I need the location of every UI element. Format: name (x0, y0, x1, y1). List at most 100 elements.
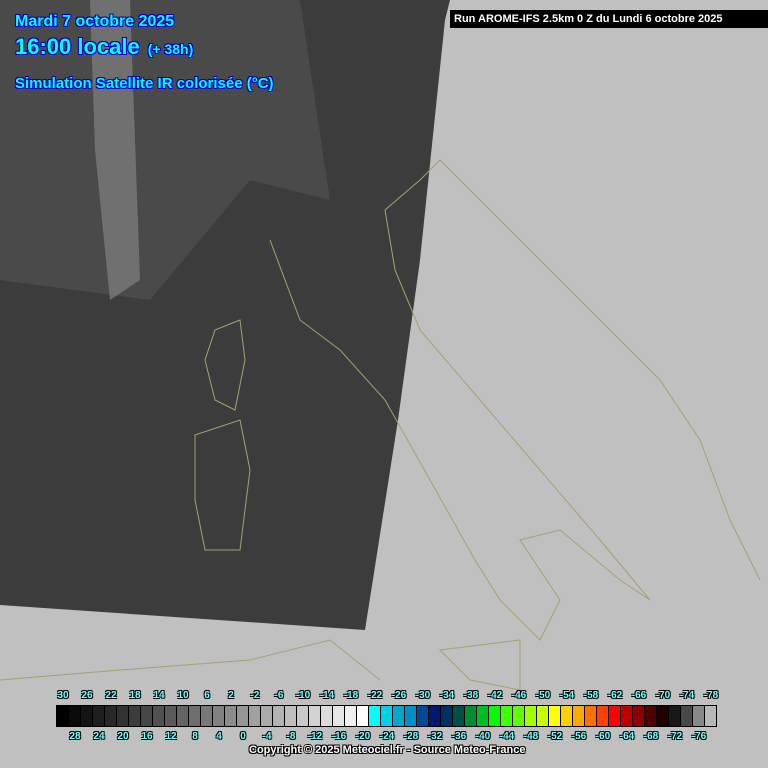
legend-swatch (561, 706, 573, 726)
legend-label-bottom: -48 (523, 731, 539, 742)
legend-swatch (441, 706, 453, 726)
legend-label-top: -54 (559, 690, 575, 701)
legend-swatch (321, 706, 333, 726)
legend-swatch (597, 706, 609, 726)
legend-swatch (105, 706, 117, 726)
legend-label-top: -6 (274, 690, 284, 701)
legend-swatch (153, 706, 165, 726)
legend-label-top: -50 (535, 690, 551, 701)
legend-swatch (537, 706, 549, 726)
legend-swatch (573, 706, 585, 726)
legend-label-top: -22 (367, 690, 383, 701)
legend-swatch (525, 706, 537, 726)
legend-swatch (609, 706, 621, 726)
africa-coast (0, 639, 381, 681)
legend-label-top: -66 (631, 690, 647, 701)
legend-swatch (237, 706, 249, 726)
legend-label-top: 22 (105, 690, 117, 701)
legend-label-bottom: -52 (547, 731, 563, 742)
legend-label-bottom: -32 (427, 731, 443, 742)
legend-swatch (405, 706, 417, 726)
legend-label-bottom: 20 (117, 731, 129, 742)
legend-swatch (261, 706, 273, 726)
legend-swatch (81, 706, 93, 726)
legend-label-bottom: -24 (379, 731, 395, 742)
legend-swatch (501, 706, 513, 726)
legend-label-top: 10 (177, 690, 189, 701)
legend-swatch (429, 706, 441, 726)
legend-label-bottom: -36 (451, 731, 467, 742)
legend-swatch (69, 706, 81, 726)
legend-label-bottom: -40 (475, 731, 491, 742)
legend-swatch (465, 706, 477, 726)
legend-label-top: -62 (607, 690, 623, 701)
color-legend (56, 705, 717, 727)
legend-swatch (273, 706, 285, 726)
balkan-coast (439, 159, 761, 581)
legend-label-top: -30 (415, 690, 431, 701)
legend-label-top: -14 (319, 690, 335, 701)
legend-swatch (189, 706, 201, 726)
legend-swatch (417, 706, 429, 726)
legend-label-top: -42 (487, 690, 503, 701)
legend-swatch (297, 706, 309, 726)
legend-swatch (57, 706, 69, 726)
legend-label-top: -70 (655, 690, 671, 701)
legend-swatch (381, 706, 393, 726)
legend-label-bottom: -60 (595, 731, 611, 742)
legend-swatch (117, 706, 129, 726)
legend-label-top: 6 (204, 690, 210, 701)
legend-label-top: -38 (463, 690, 479, 701)
legend-swatch (357, 706, 369, 726)
legend-swatch (345, 706, 357, 726)
legend-swatch (621, 706, 633, 726)
legend-swatch (201, 706, 213, 726)
legend-swatch (669, 706, 681, 726)
legend-label-bottom: -44 (499, 731, 515, 742)
legend-label-top: 18 (129, 690, 141, 701)
legend-swatch (453, 706, 465, 726)
corsica (204, 319, 246, 411)
legend-label-bottom: 12 (165, 731, 177, 742)
local-time: 16:00 locale (15, 34, 140, 59)
legend-label-top: -2 (250, 690, 260, 701)
legend-swatch (489, 706, 501, 726)
sicily (438, 639, 521, 691)
legend-label-bottom: 24 (93, 731, 105, 742)
legend-swatch (213, 706, 225, 726)
cloud-band (0, 0, 330, 300)
forecast-time: 16:00 locale (+ 38h) (15, 34, 193, 60)
legend-label-top: 14 (153, 690, 165, 701)
legend-label-bottom: -72 (667, 731, 683, 742)
legend-swatch (177, 706, 189, 726)
legend-label-top: -18 (343, 690, 359, 701)
legend-swatch (549, 706, 561, 726)
run-banner: Run AROME-IFS 2.5km 0 Z du Lundi 6 octob… (450, 10, 768, 28)
legend-label-bottom: 16 (141, 731, 153, 742)
legend-label-top: 26 (81, 690, 93, 701)
legend-label-top: -78 (703, 690, 719, 701)
legend-label-bottom: 8 (192, 731, 198, 742)
legend-label-top: -74 (679, 690, 695, 701)
legend-label-top: 30 (57, 690, 69, 701)
legend-label-bottom: -56 (571, 731, 587, 742)
legend-swatch (369, 706, 381, 726)
legend-swatch (333, 706, 345, 726)
legend-label-top: -34 (439, 690, 455, 701)
legend-label-top: -58 (583, 690, 599, 701)
legend-label-top: -46 (511, 690, 527, 701)
copyright: Copyright © 2025 Meteociel.fr - Source M… (249, 744, 526, 756)
legend-swatch (393, 706, 405, 726)
legend-swatch (129, 706, 141, 726)
legend-swatch (285, 706, 297, 726)
legend-label-bottom: -20 (355, 731, 371, 742)
legend-swatch (93, 706, 105, 726)
legend-swatch (309, 706, 321, 726)
legend-swatch (249, 706, 261, 726)
legend-swatch (681, 706, 693, 726)
legend-label-bottom: -28 (403, 731, 419, 742)
legend-label-bottom: 4 (216, 731, 222, 742)
legend-swatch (693, 706, 705, 726)
legend-label-bottom: 28 (69, 731, 81, 742)
